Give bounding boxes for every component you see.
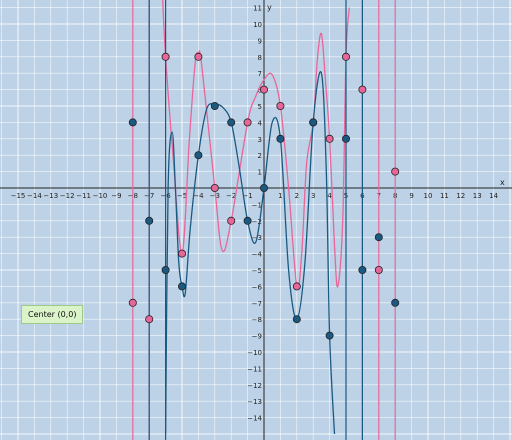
blue-point[interactable] — [259, 183, 268, 192]
pink-point[interactable] — [243, 118, 252, 127]
y-tick-label: −2 — [252, 218, 262, 226]
y-tick-label: −1 — [252, 201, 262, 209]
y-tick-label: −14 — [247, 415, 262, 423]
x-tick-label: 1 — [278, 192, 282, 200]
y-tick-label: −9 — [252, 333, 262, 341]
y-tick-label: −12 — [247, 382, 262, 390]
blue-point[interactable] — [145, 216, 154, 225]
y-tick-label: 10 — [253, 21, 262, 29]
y-tick-label: 3 — [258, 136, 262, 144]
blue-point[interactable] — [374, 233, 383, 242]
blue-point[interactable] — [243, 216, 252, 225]
blue-point[interactable] — [292, 315, 301, 324]
y-tick-label: −11 — [247, 365, 262, 373]
x-tick-label: −9 — [111, 192, 121, 200]
tick-labels: −15−14−13−12−11−10−9−8−7−6−5−4−3−2−11234… — [11, 5, 499, 423]
x-tick-label: 10 — [424, 192, 433, 200]
y-axis-label: y — [267, 3, 272, 12]
y-tick-label: −5 — [252, 267, 262, 275]
y-tick-label: 9 — [258, 37, 262, 45]
x-tick-label: 2 — [295, 192, 299, 200]
pink-point[interactable] — [341, 52, 350, 61]
x-tick-label: 9 — [409, 192, 413, 200]
pink-point[interactable] — [292, 282, 301, 291]
pink-point[interactable] — [358, 85, 367, 94]
y-tick-label: −10 — [247, 349, 262, 357]
pink-point[interactable] — [259, 85, 268, 94]
y-tick-label: 6 — [258, 87, 263, 95]
x-tick-label: −5 — [177, 192, 187, 200]
x-tick-label: −4 — [193, 192, 204, 200]
pink-point[interactable] — [128, 298, 137, 307]
x-tick-label: 13 — [473, 192, 482, 200]
blue-point[interactable] — [128, 118, 137, 127]
x-tick-label: 3 — [311, 192, 315, 200]
x-tick-label: 11 — [440, 192, 449, 200]
pink-point[interactable] — [145, 315, 154, 324]
y-tick-label: 5 — [258, 103, 262, 111]
center-label[interactable]: Center (0,0) — [21, 305, 84, 324]
y-tick-label: 8 — [258, 54, 262, 62]
y-tick-label: −6 — [252, 283, 263, 291]
pink-point[interactable] — [276, 102, 285, 111]
pink-point[interactable] — [325, 134, 334, 143]
y-tick-label: −4 — [252, 251, 263, 259]
pink-point[interactable] — [227, 216, 236, 225]
blue-point[interactable] — [325, 331, 334, 340]
blue-point[interactable] — [341, 134, 350, 143]
pink-point[interactable] — [194, 52, 203, 61]
y-tick-label: 2 — [258, 152, 262, 160]
y-tick-label: 4 — [258, 119, 263, 127]
y-tick-label: 7 — [258, 70, 262, 78]
pink-point[interactable] — [210, 183, 219, 192]
blue-point[interactable] — [161, 265, 170, 274]
y-tick-label: −8 — [252, 316, 262, 324]
x-axis-label: x — [500, 178, 505, 187]
x-tick-label: −2 — [226, 192, 236, 200]
points[interactable] — [128, 52, 400, 340]
x-tick-label: −3 — [210, 192, 220, 200]
x-tick-label: −13 — [43, 192, 58, 200]
blue-point[interactable] — [276, 134, 285, 143]
x-tick-label: −1 — [242, 192, 252, 200]
pink-point[interactable] — [374, 265, 383, 274]
x-tick-label: −10 — [93, 192, 108, 200]
y-tick-label: −13 — [247, 398, 262, 406]
x-tick-label: −11 — [76, 192, 91, 200]
x-tick-label: 14 — [489, 192, 498, 200]
blue-point[interactable] — [391, 298, 400, 307]
pink-point[interactable] — [391, 167, 400, 176]
x-tick-label: −14 — [27, 192, 42, 200]
x-tick-label: 12 — [456, 192, 465, 200]
pink-point[interactable] — [161, 52, 170, 61]
blue-point[interactable] — [309, 118, 318, 127]
blue-point[interactable] — [194, 151, 203, 160]
x-tick-label: 4 — [327, 192, 332, 200]
blue-point[interactable] — [358, 265, 367, 274]
x-tick-label: −12 — [60, 192, 75, 200]
blue-curve — [164, 71, 336, 435]
y-tick-label: −7 — [252, 300, 262, 308]
y-tick-label: 1 — [258, 169, 262, 177]
pink-point[interactable] — [177, 249, 186, 258]
blue-point[interactable] — [177, 282, 186, 291]
y-tick-label: 11 — [253, 5, 262, 13]
blue-point[interactable] — [227, 118, 236, 127]
x-tick-label: −15 — [11, 192, 26, 200]
pink-curve — [162, 0, 350, 290]
blue-point[interactable] — [210, 102, 219, 111]
